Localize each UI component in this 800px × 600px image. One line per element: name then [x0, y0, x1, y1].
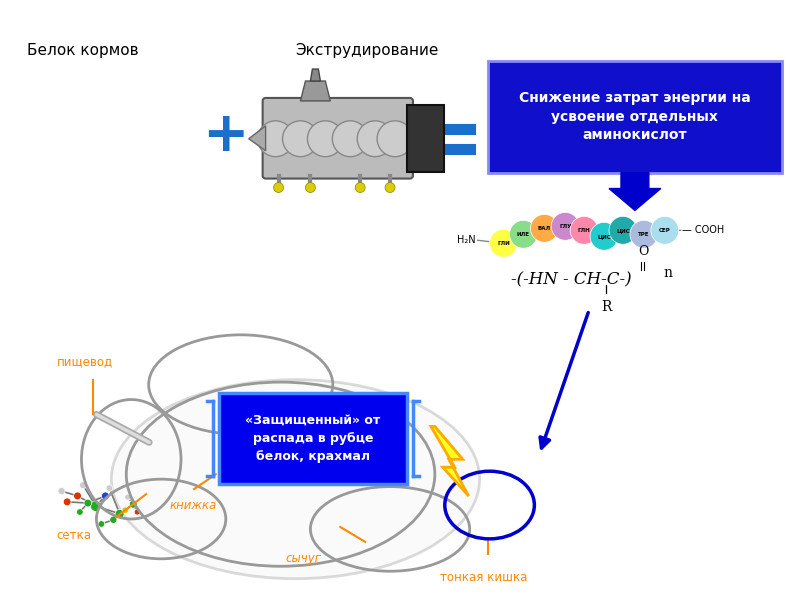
Circle shape: [63, 498, 71, 506]
Text: ГЛИ: ГЛИ: [497, 241, 510, 246]
FancyBboxPatch shape: [407, 105, 444, 172]
Circle shape: [106, 485, 113, 491]
Circle shape: [274, 182, 283, 193]
Circle shape: [590, 223, 618, 250]
Circle shape: [74, 492, 82, 500]
Circle shape: [609, 217, 637, 244]
Circle shape: [377, 121, 413, 157]
Circle shape: [332, 121, 368, 157]
Text: сычуг: сычуг: [286, 552, 322, 565]
Polygon shape: [310, 69, 320, 81]
Text: Снижение затрат энергии на
усвоение отдельных
аминокислот: Снижение затрат энергии на усвоение отде…: [519, 91, 750, 142]
Circle shape: [134, 509, 140, 515]
Text: n: n: [664, 266, 673, 280]
Circle shape: [306, 182, 315, 193]
Text: ТРЕ: ТРЕ: [638, 232, 650, 237]
Circle shape: [551, 212, 579, 240]
Text: пищевод: пищевод: [57, 355, 113, 368]
Circle shape: [84, 499, 92, 507]
Text: +: +: [202, 109, 249, 163]
Text: R: R: [601, 300, 611, 314]
Polygon shape: [301, 81, 330, 101]
Circle shape: [102, 492, 110, 500]
Text: «Защищенный» от
распада в рубце
белок, крахмал: «Защищенный» от распада в рубце белок, к…: [246, 414, 381, 463]
Text: — COOH: — COOH: [682, 226, 724, 235]
Circle shape: [110, 516, 117, 523]
FancyBboxPatch shape: [219, 392, 407, 484]
Circle shape: [630, 220, 658, 248]
Circle shape: [58, 488, 65, 494]
Circle shape: [570, 217, 598, 244]
Ellipse shape: [111, 380, 480, 579]
FancyArrow shape: [609, 173, 661, 211]
Text: СЕР: СЕР: [659, 228, 670, 233]
Circle shape: [651, 217, 678, 244]
Circle shape: [77, 509, 83, 515]
Circle shape: [490, 229, 518, 257]
Circle shape: [115, 509, 124, 518]
Circle shape: [79, 482, 86, 489]
Circle shape: [355, 182, 365, 193]
Text: ИЛЕ: ИЛЕ: [517, 232, 530, 237]
Circle shape: [258, 121, 294, 157]
Circle shape: [122, 507, 129, 514]
Polygon shape: [249, 126, 266, 151]
Text: сетка: сетка: [57, 529, 91, 542]
Circle shape: [130, 500, 137, 508]
Text: -(-HN - CH-C-): -(-HN - CH-C-): [511, 272, 632, 289]
Text: H₂N: H₂N: [457, 235, 476, 245]
Text: Белок кормов: Белок кормов: [26, 43, 138, 58]
Text: ЦИС: ЦИС: [597, 234, 611, 239]
Circle shape: [357, 121, 393, 157]
Circle shape: [90, 500, 101, 511]
FancyBboxPatch shape: [262, 98, 413, 179]
Circle shape: [125, 494, 130, 500]
Circle shape: [307, 121, 343, 157]
FancyBboxPatch shape: [487, 61, 782, 173]
Text: ВАЛ: ВАЛ: [538, 226, 551, 231]
Text: ЦИС: ЦИС: [616, 228, 630, 233]
Text: тонкая кишка: тонкая кишка: [440, 571, 527, 584]
Circle shape: [98, 521, 105, 527]
Text: ГЛУ: ГЛУ: [559, 224, 571, 229]
Text: O: O: [638, 245, 649, 258]
Polygon shape: [431, 427, 469, 496]
Text: Экструдирование: Экструдирование: [295, 43, 439, 58]
Circle shape: [510, 220, 538, 248]
Circle shape: [385, 182, 395, 193]
Text: книжка: книжка: [169, 499, 217, 512]
Circle shape: [530, 214, 558, 242]
Circle shape: [282, 121, 318, 157]
Text: ГЛН: ГЛН: [578, 228, 590, 233]
